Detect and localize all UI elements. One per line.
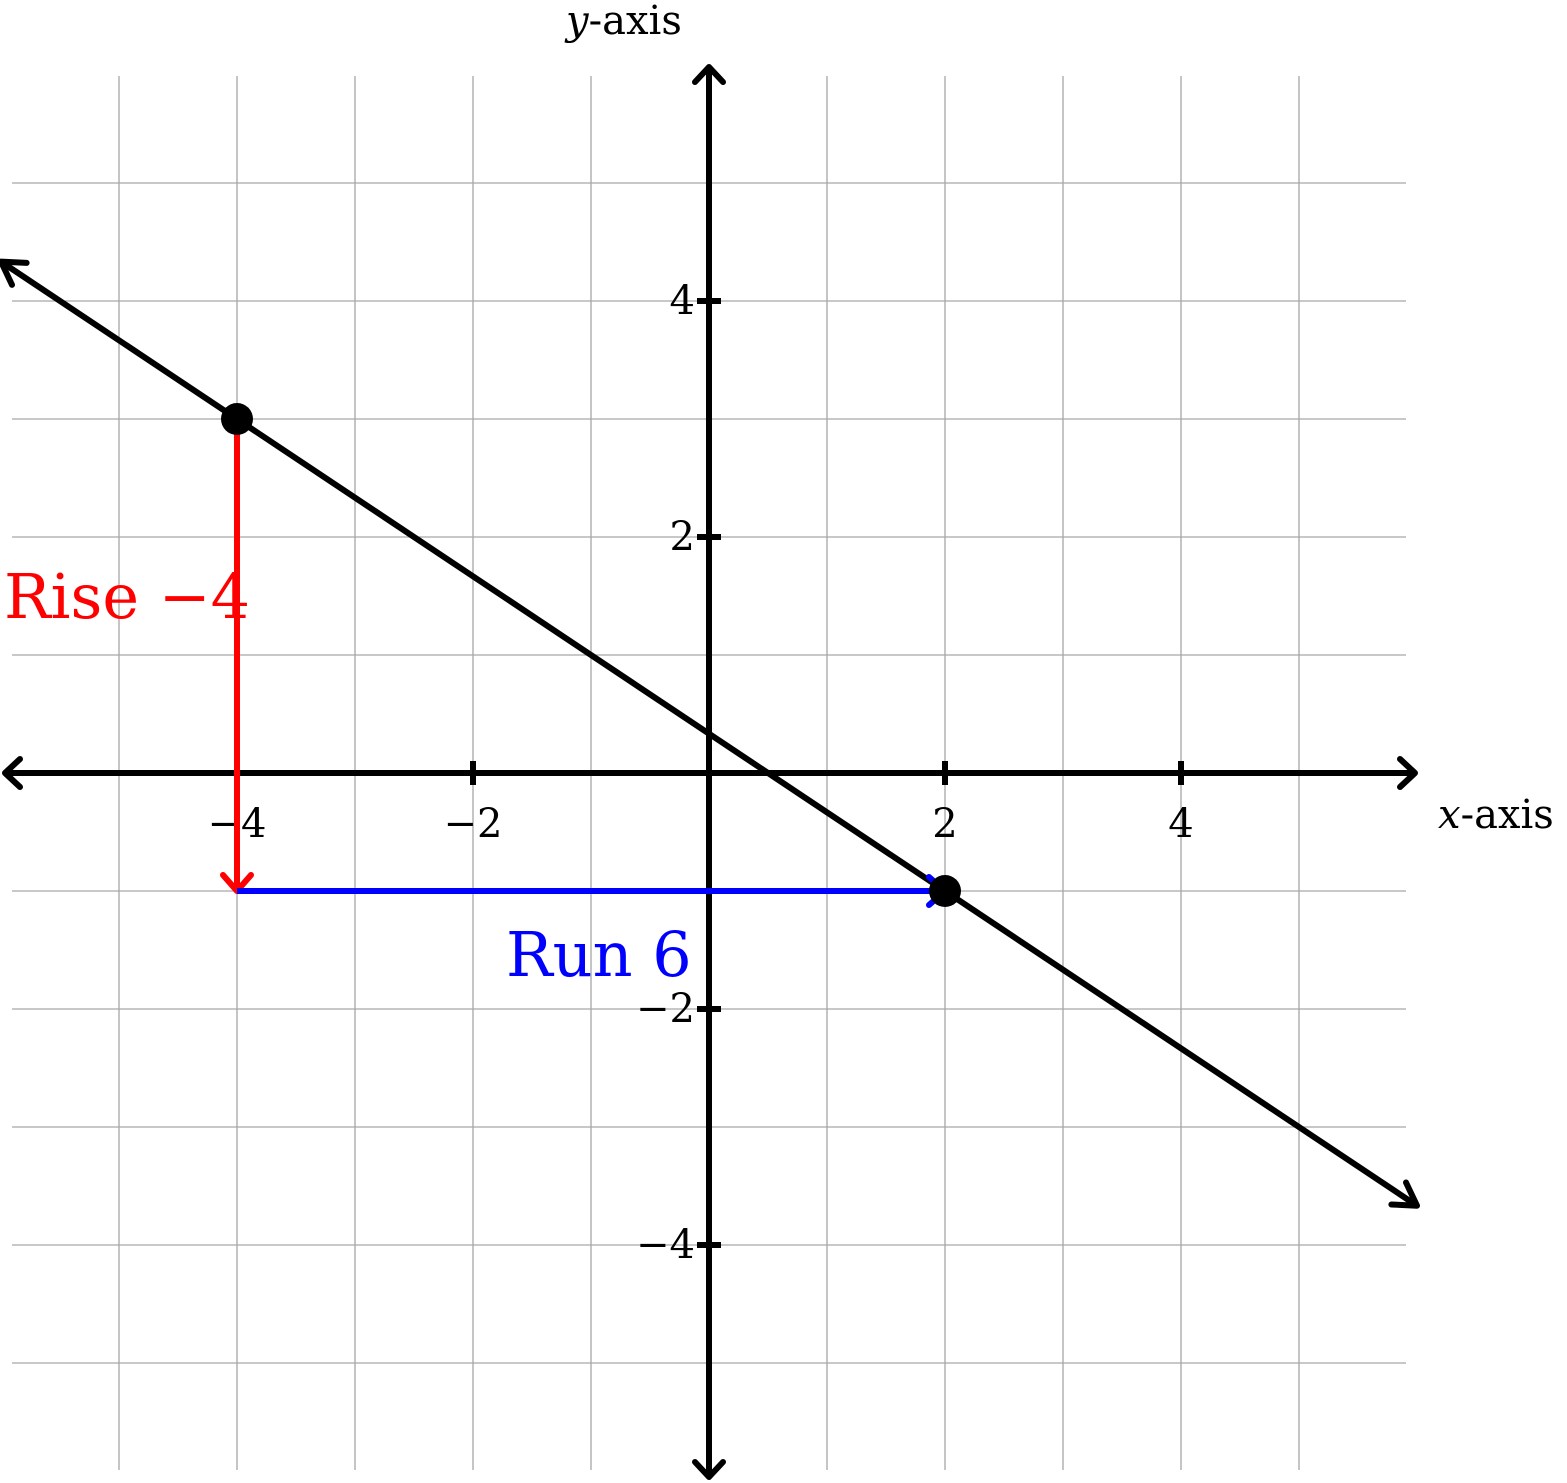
- y-axis-title-suffix: -axis: [589, 0, 682, 44]
- x-axis-title-suffix: -axis: [1461, 792, 1554, 838]
- x-tick-label: −2: [444, 801, 503, 847]
- y-axis-title-var: y: [564, 0, 590, 44]
- line-arrow-end: [1388, 1179, 1420, 1209]
- data-point: [221, 403, 253, 435]
- y-axis-title: y-axis: [564, 0, 682, 44]
- x-tick-label: 4: [1168, 801, 1193, 847]
- data-point: [929, 875, 961, 907]
- y-tick-label: 4: [670, 278, 695, 324]
- y-tick-label: 2: [670, 514, 695, 560]
- y-tick-label: −2: [636, 986, 695, 1032]
- x-axis-arrow-left: [2, 756, 23, 790]
- x-tick-label: 2: [932, 801, 957, 847]
- run-label: Run 6: [506, 918, 692, 991]
- x-axis-title-var: x: [1438, 792, 1461, 838]
- y-tick-label: −4: [636, 1222, 695, 1268]
- line-arrow-start: [0, 258, 30, 288]
- x-axis-arrow-right: [1397, 756, 1418, 790]
- x-axis-title: x-axis: [1438, 792, 1554, 838]
- axes: [2, 64, 1418, 1480]
- rise-label: Rise −4: [4, 560, 250, 633]
- series: [0, 258, 1420, 1209]
- y-axis-arrow-bottom: [692, 1459, 726, 1480]
- y-axis-arrow-top: [692, 64, 726, 85]
